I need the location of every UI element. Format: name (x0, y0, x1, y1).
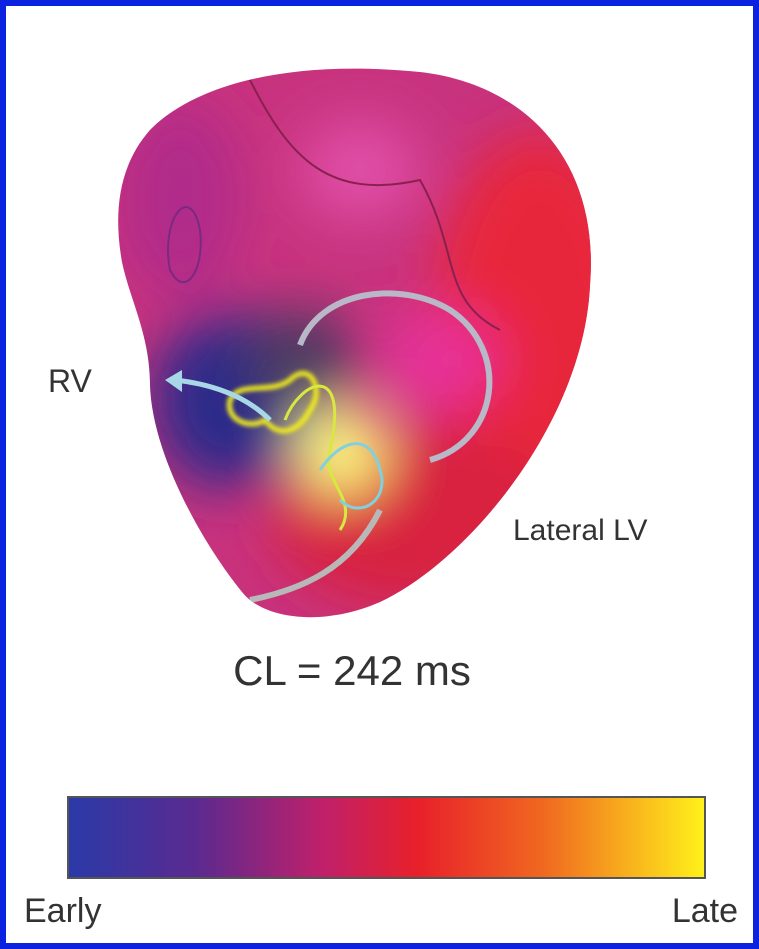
figure: RV Lateral LV CL = 242 ms Early Late (0, 0, 759, 949)
lateral-lv-label: Lateral LV (513, 514, 648, 547)
heart-surface (100, 50, 650, 650)
cycle-length-label: CL = 242 ms (233, 647, 471, 694)
colorbar-min-label: Early (24, 892, 101, 930)
rv-label: RV (48, 363, 93, 399)
activation-map: RV Lateral LV CL = 242 ms Early Late (6, 6, 753, 943)
colorbar (68, 797, 705, 878)
colorbar-max-label: Late (672, 892, 738, 930)
